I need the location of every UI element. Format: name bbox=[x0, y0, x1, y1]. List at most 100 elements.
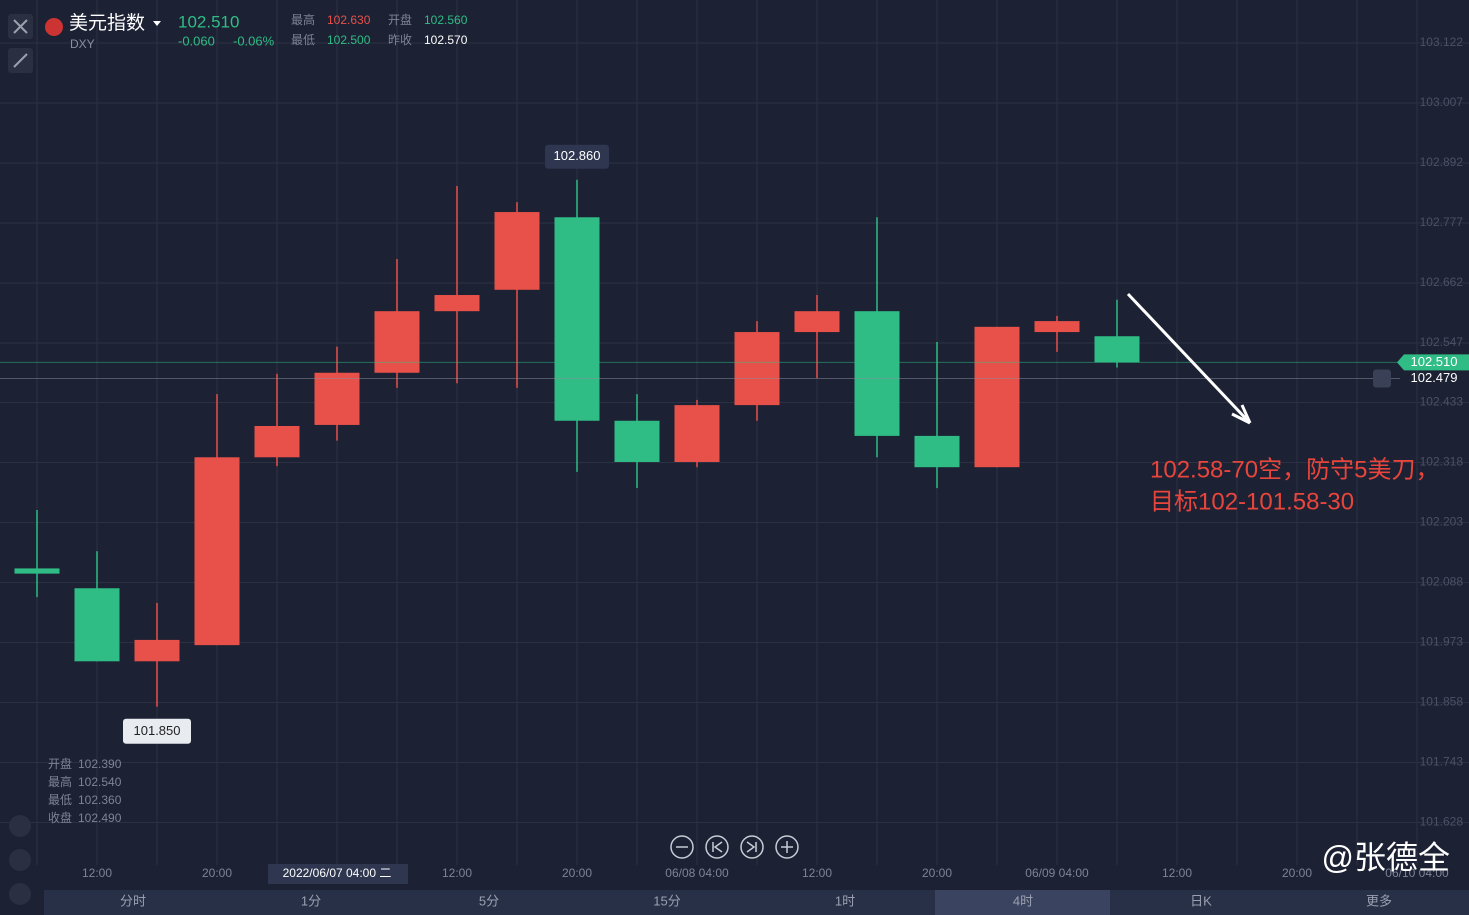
x-tick-label: 12:00 bbox=[82, 866, 112, 880]
y-tick-label: 102.318 bbox=[1420, 455, 1464, 469]
readout-value: 102.490 bbox=[78, 811, 122, 825]
stat-value: 102.500 bbox=[327, 33, 371, 47]
tool-button[interactable] bbox=[9, 815, 31, 837]
readout-label: 最低 bbox=[48, 793, 72, 807]
stat-label: 昨收 bbox=[388, 33, 412, 47]
candle-body bbox=[674, 405, 720, 462]
x-tick-label: 20:00 bbox=[922, 866, 952, 880]
zoom-out[interactable] bbox=[670, 835, 694, 859]
readout-value: 102.390 bbox=[78, 757, 122, 771]
candle-body bbox=[854, 311, 900, 436]
tab[interactable]: 1分 bbox=[301, 893, 321, 908]
x-tick-label: 2022/06/07 04:00 二 bbox=[283, 866, 392, 880]
tab[interactable]: 日K bbox=[1190, 893, 1212, 908]
readout-label: 最高 bbox=[48, 774, 72, 789]
to-start[interactable] bbox=[705, 835, 729, 859]
candle-body bbox=[1094, 336, 1140, 363]
zoom-in[interactable] bbox=[775, 835, 799, 859]
candle-body bbox=[614, 420, 660, 462]
hover-label-bg bbox=[268, 864, 408, 884]
price: 102.510 bbox=[178, 12, 239, 31]
candle-body bbox=[1034, 321, 1080, 333]
candle-body bbox=[794, 311, 840, 333]
high-callout: 102.860 bbox=[554, 148, 601, 163]
candle-body bbox=[914, 435, 960, 468]
tool-button[interactable] bbox=[9, 883, 31, 905]
y-tick-label: 101.973 bbox=[1420, 635, 1464, 649]
y-tick-label: 103.122 bbox=[1420, 35, 1464, 49]
tab-bar bbox=[44, 890, 1469, 915]
candle-body bbox=[494, 212, 540, 290]
zoom-icons bbox=[676, 841, 793, 853]
stat-value: 102.570 bbox=[424, 33, 468, 47]
change: -0.060 bbox=[178, 33, 215, 48]
y-tick-label: 101.743 bbox=[1420, 755, 1464, 769]
y-tick-label: 102.892 bbox=[1420, 155, 1464, 169]
x-tick-label: 20:00 bbox=[1282, 866, 1312, 880]
x-tick-label: 06/08 04:00 bbox=[665, 866, 729, 880]
y-tick-label: 101.628 bbox=[1420, 815, 1464, 829]
y-tick-label: 102.433 bbox=[1420, 395, 1464, 409]
y-tick-label: 101.858 bbox=[1420, 695, 1464, 709]
to-end[interactable] bbox=[740, 835, 764, 859]
change-pct: -0.06% bbox=[233, 33, 275, 48]
x-tick-label: 20:00 bbox=[202, 866, 232, 880]
x-tick-label: 20:00 bbox=[562, 866, 592, 880]
x-tick-label: 12:00 bbox=[1162, 866, 1192, 880]
y-tick-label: 102.662 bbox=[1420, 275, 1464, 289]
candle-body bbox=[974, 326, 1020, 468]
candle-body bbox=[374, 311, 420, 373]
tab[interactable]: 更多 bbox=[1366, 893, 1392, 908]
readout-label: 开盘 bbox=[48, 756, 72, 771]
last-price-tag bbox=[1397, 354, 1469, 371]
tab[interactable]: 1时 bbox=[835, 893, 855, 908]
tab-selected bbox=[935, 890, 1110, 915]
y-tick-label: 103.007 bbox=[1420, 95, 1464, 109]
tab[interactable]: 分时 bbox=[120, 893, 146, 908]
stat-label: 开盘 bbox=[388, 12, 412, 27]
readout-label: 收盘 bbox=[48, 810, 72, 825]
flag-icon bbox=[45, 18, 63, 36]
y-tick-label: 102.088 bbox=[1420, 575, 1464, 589]
symbol-code: DXY bbox=[70, 37, 95, 51]
symbol-name[interactable]: 美元指数 bbox=[69, 12, 145, 34]
candle-body bbox=[134, 639, 180, 662]
low-callout: 101.850 bbox=[134, 723, 181, 738]
tab[interactable]: 4时 bbox=[1013, 893, 1033, 908]
close-icon bbox=[13, 19, 28, 34]
candle-body bbox=[554, 217, 600, 421]
low-callout-bg bbox=[123, 718, 191, 744]
stat-label: 最高 bbox=[291, 12, 315, 27]
candle-body bbox=[734, 332, 780, 406]
x-tick-label: 12:00 bbox=[802, 866, 832, 880]
shrink-icon bbox=[13, 53, 28, 68]
candle-body bbox=[14, 568, 60, 574]
stat-value: 102.630 bbox=[327, 13, 371, 27]
high-callout-bg bbox=[545, 144, 609, 169]
alert-bell bbox=[1373, 369, 1391, 388]
watermark: @张德全 bbox=[1322, 839, 1451, 875]
candle-body bbox=[74, 588, 120, 662]
y-tick-label: 102.203 bbox=[1420, 515, 1464, 529]
dropdown-icon[interactable] bbox=[153, 21, 161, 26]
readout-value: 102.360 bbox=[78, 793, 122, 807]
candle-body bbox=[254, 425, 300, 458]
candle-body bbox=[314, 372, 360, 425]
readout-value: 102.540 bbox=[78, 775, 122, 789]
candle-body bbox=[434, 295, 480, 312]
alert-price-label: 102.479 bbox=[1411, 370, 1458, 385]
tab[interactable]: 5分 bbox=[479, 893, 499, 908]
last-price-label: 102.510 bbox=[1411, 354, 1458, 369]
x-tick-label: 12:00 bbox=[442, 866, 472, 880]
y-tick-label: 102.777 bbox=[1420, 215, 1464, 229]
tool-button[interactable] bbox=[9, 849, 31, 871]
candle-body bbox=[194, 457, 240, 646]
x-tick-label: 06/10 04:00 bbox=[1385, 866, 1449, 880]
annotation: 102.58-70空，防守5美刀， bbox=[1150, 456, 1439, 483]
stat-value: 102.560 bbox=[424, 13, 468, 27]
tab[interactable]: 15分 bbox=[653, 893, 680, 908]
y-tick-label: 102.547 bbox=[1420, 335, 1464, 349]
annotation-arrow bbox=[1126, 292, 1252, 425]
